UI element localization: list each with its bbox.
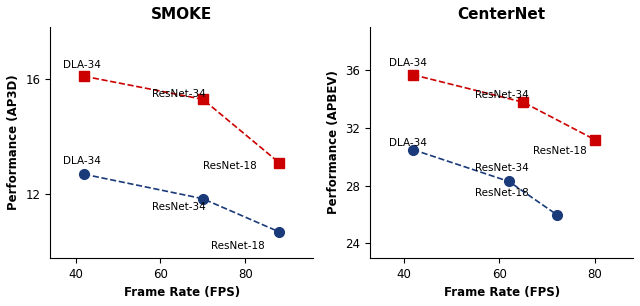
Text: ResNet-34: ResNet-34 (476, 163, 529, 174)
Text: ResNet-18: ResNet-18 (532, 146, 586, 156)
X-axis label: Frame Rate (FPS): Frame Rate (FPS) (124, 286, 240, 299)
Text: ResNet-34: ResNet-34 (476, 90, 529, 100)
Title: CenterNet: CenterNet (458, 7, 546, 22)
Title: SMOKE: SMOKE (151, 7, 212, 22)
Y-axis label: Performance (AP3D): Performance (AP3D) (7, 75, 20, 210)
Text: ResNet-18: ResNet-18 (476, 188, 529, 198)
Text: ResNet-34: ResNet-34 (152, 202, 205, 212)
Text: DLA-34: DLA-34 (63, 60, 101, 70)
Text: ResNet-34: ResNet-34 (152, 88, 205, 99)
X-axis label: Frame Rate (FPS): Frame Rate (FPS) (444, 286, 560, 299)
Text: ResNet-18: ResNet-18 (203, 161, 257, 170)
Text: DLA-34: DLA-34 (63, 156, 101, 166)
Text: DLA-34: DLA-34 (389, 58, 428, 68)
Text: DLA-34: DLA-34 (389, 137, 428, 147)
Y-axis label: Performance (APBEV): Performance (APBEV) (327, 71, 340, 215)
Text: ResNet-18: ResNet-18 (211, 241, 265, 251)
